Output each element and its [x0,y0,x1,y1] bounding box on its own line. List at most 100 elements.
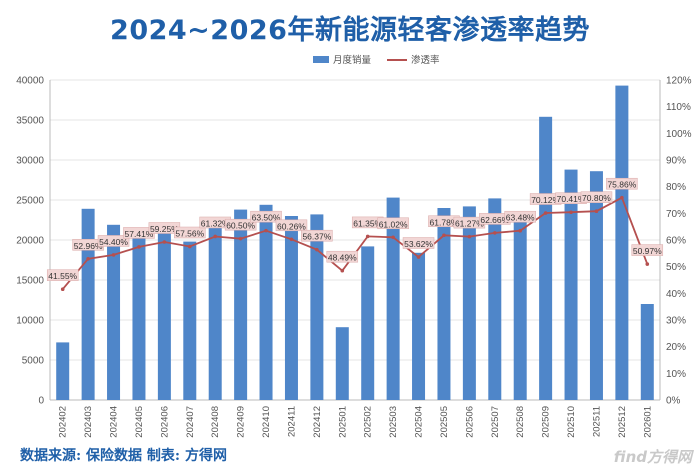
line-point-202509 [543,211,548,215]
x-tick-label: 202601 [642,406,653,438]
y-left-tick-label: 35000 [16,116,44,127]
data-label-box [326,250,359,263]
x-tick-label: 202406 [159,406,170,438]
data-label: 41.55% [48,271,77,281]
y-left-tick-label: 30000 [16,156,44,167]
y-right-tick-label: 0% [666,396,681,407]
data-label-box [174,226,206,239]
data-label: 75.86% [607,180,636,190]
bar-202402 [56,342,70,400]
y-right-tick-label: 40% [666,289,686,300]
bar-202502 [361,246,375,400]
x-tick-label: 202402 [58,406,69,438]
bar-202410 [259,204,273,400]
line-point-202504 [416,255,421,259]
data-label-box [275,219,308,232]
line-point-202408 [213,234,218,239]
y-right-tick-label: 20% [666,342,686,353]
x-tick-label: 202501 [337,406,348,438]
data-label-box [250,210,282,223]
x-tick-label: 202503 [388,406,399,438]
line-point-202407 [187,244,192,249]
line-point-202409 [238,236,243,241]
data-label: 57.56% [175,229,204,239]
bar-202409 [234,209,248,400]
data-label: 50.97% [633,246,662,256]
bar-202510 [564,169,578,400]
x-tick-label: 202502 [363,406,374,438]
data-label: 60.50% [226,221,255,231]
line-point-202411 [289,237,294,242]
bar-202404 [107,224,121,400]
data-label-box [402,237,435,249]
y-right-tick-label: 110% [666,102,691,113]
x-tick-label: 202407 [185,406,196,438]
legend-bar-swatch [313,56,329,63]
y-left-tick-label: 40000 [16,76,44,87]
data-label-box [606,177,638,190]
data-label: 70.80% [582,193,611,203]
bar-202504 [412,252,426,400]
bar-202403 [81,208,95,400]
x-tick-label: 202512 [617,406,628,438]
line-point-202403 [86,256,90,261]
line-point-202511 [594,209,599,213]
x-tick-label: 202510 [566,406,577,438]
y-right-tick-label: 90% [666,156,686,167]
bar-202405 [132,229,146,400]
data-label: 57.41% [125,229,154,239]
legend-line-label: 渗透率 [411,54,440,66]
line-point-202406 [162,240,167,244]
bar-202406 [157,224,171,400]
data-label-box [224,218,257,231]
x-tick-label: 202507 [490,406,501,438]
x-tick-label: 202409 [236,406,247,438]
data-label-box [580,191,613,203]
data-label: 54.40% [99,237,128,247]
y-left-tick-label: 5000 [22,356,45,367]
line-point-202601 [645,262,650,266]
y-right-tick-label: 10% [666,369,686,380]
bar-202512 [615,85,629,400]
data-label: 63.50% [252,213,281,223]
data-label: 56.37% [302,232,331,242]
bar-202508 [513,212,527,400]
bar-202407 [183,241,197,400]
source-note: 数据来源: 保险数据 制表: 方得网 [20,448,227,464]
line-point-202506 [467,234,472,239]
x-tick-label: 202511 [591,406,602,437]
x-tick-label: 202408 [210,406,221,438]
line-point-202405 [137,245,141,249]
data-label: 48.49% [328,253,357,263]
data-label-box [631,244,664,256]
line-point-202510 [569,210,573,215]
y-left-tick-label: 15000 [16,276,44,287]
chart-title: 2024~2026年新能源轻客渗透率趋势 [110,15,590,46]
line-point-202410 [264,228,268,233]
bar-202501 [335,327,349,400]
data-label: 59.25% [150,224,179,234]
x-tick-label: 202506 [464,406,475,438]
bar-202503 [386,197,400,400]
y-right-tick-label: 50% [666,262,686,273]
data-label: 52.96% [74,241,103,251]
line-point-202402 [60,287,65,292]
line-point-202508 [518,228,523,233]
data-label-box [377,217,409,230]
bar-202507 [488,198,502,400]
x-tick-label: 202509 [541,406,552,438]
data-label: 60.26% [277,221,306,231]
x-tick-label: 202504 [414,406,425,438]
y-left-tick-label: 10000 [16,316,44,327]
data-label: 70.12% [531,195,560,205]
data-label-box [46,269,79,281]
line-point-202501 [340,268,345,273]
line-point-202412 [315,247,319,252]
x-tick-label: 202405 [134,406,145,438]
watermark: find方得网 [613,448,692,466]
bar-202411 [284,216,298,400]
data-label-box [504,210,536,223]
data-label: 61.78% [430,217,459,227]
